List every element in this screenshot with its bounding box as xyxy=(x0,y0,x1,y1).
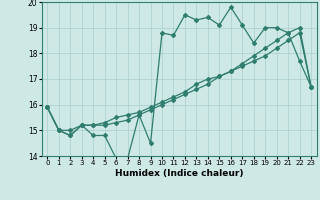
X-axis label: Humidex (Indice chaleur): Humidex (Indice chaleur) xyxy=(115,169,244,178)
